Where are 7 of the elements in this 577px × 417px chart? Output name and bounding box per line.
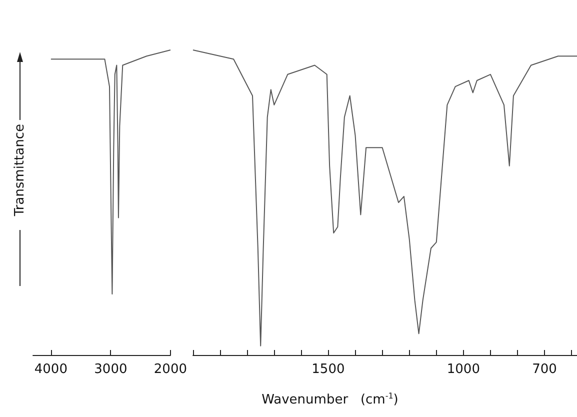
x-tick-label: 1000	[446, 362, 480, 377]
x-tick-label: 2000	[154, 362, 188, 377]
y-axis-title: Transmittance	[12, 124, 28, 218]
x-tick-label: 1500	[312, 362, 345, 377]
x-tick-label: 3000	[94, 362, 128, 377]
x-tick-label: 4000	[34, 362, 68, 377]
x-tick-label: 700	[532, 362, 557, 377]
